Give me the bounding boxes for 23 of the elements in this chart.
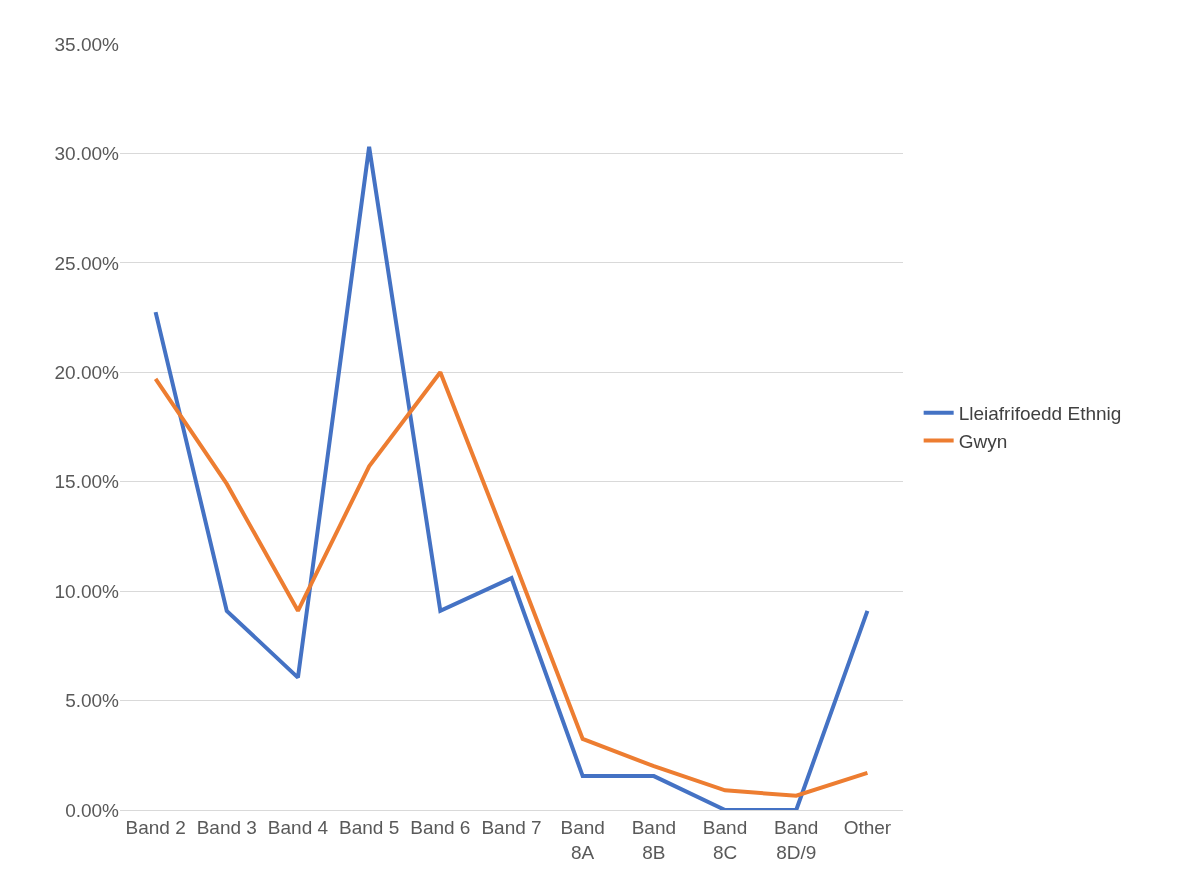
line-series [153, 370, 870, 798]
y-tick-label: 0.00% [65, 799, 120, 821]
y-tick-label: 5.00% [65, 690, 120, 712]
x-tick-label: Other [843, 816, 892, 838]
x-tick-label: Band 8A [560, 816, 605, 863]
x-tick-label: Band 7 [481, 816, 542, 838]
x-tick-label: Band 8C [702, 816, 748, 863]
x-tick-label: Band 5 [339, 816, 400, 838]
x-tick-label: Band 4 [267, 816, 329, 838]
x-tick-label: Band 6 [410, 816, 471, 838]
y-tick-label: 30.00% [54, 143, 120, 165]
y-tick-label: 10.00% [54, 580, 120, 602]
x-tick-label: Band 8B [631, 816, 677, 863]
y-tick-label: 20.00% [54, 361, 120, 383]
y-tick-label: 35.00% [54, 33, 120, 55]
x-tick-label: Band 2 [125, 816, 186, 838]
y-tick-label: 25.00% [54, 252, 120, 274]
x-tick-label: Band 3 [196, 816, 257, 838]
legend-label: Gwyn [958, 430, 1008, 452]
x-tick-label: Band 8D/9 [774, 816, 819, 863]
y-tick-label: 15.00% [54, 471, 120, 493]
legend-label: Lleiafrifoedd Ethnig [958, 403, 1122, 425]
line-series [153, 144, 870, 810]
